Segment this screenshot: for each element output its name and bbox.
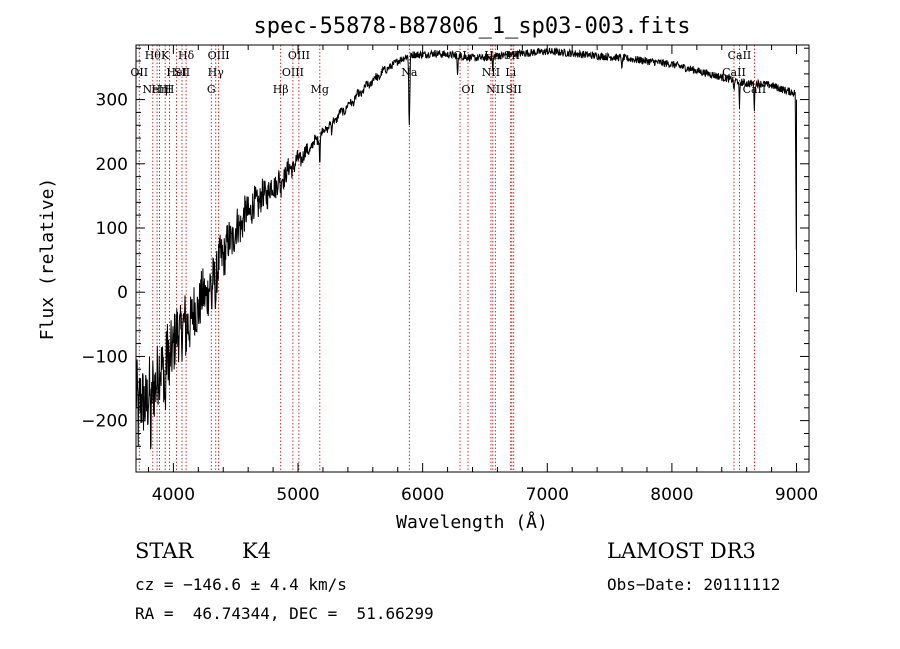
y-axis-label: Flux (relative): [37, 178, 58, 341]
plot-frame: [135, 44, 810, 473]
reference-line-label: Hβ: [273, 83, 289, 96]
reference-line-label: OIII: [208, 49, 230, 62]
y-tick-label: 300: [96, 91, 128, 111]
reference-line-label: NII: [486, 83, 504, 96]
reference-line-label: OIII: [288, 49, 310, 62]
x-tick-label: 8000: [650, 485, 693, 505]
reference-line-label: CaII: [728, 49, 752, 62]
reference-line-label: NII: [482, 66, 500, 79]
reference-line-label: Hα: [484, 49, 502, 62]
reference-line-labels: HθOIINeIIIHηKHHeISIIHδGHγOIIIHβOIIIOIIIM…: [130, 49, 766, 96]
survey-name: LAMOST DR3: [607, 539, 756, 563]
reference-line-label: SII: [174, 66, 190, 79]
object-class: STAR: [135, 539, 194, 563]
reference-line-label: Hη: [151, 83, 167, 96]
chart-title: spec-55878-B87806_1_sp03-003.fits: [253, 14, 690, 39]
x-tick-label: 5000: [276, 485, 319, 505]
x-tick-label: 9000: [775, 485, 818, 505]
reference-line-label: NeIII: [142, 83, 171, 96]
reference-line-label: H: [165, 83, 175, 96]
object-subclass: K4: [242, 539, 272, 563]
reference-line-label: G: [207, 83, 216, 96]
reference-line-label: Mg: [311, 83, 329, 96]
x-axis-label: Wavelength (Å): [396, 511, 548, 533]
y-tick-label: 100: [96, 219, 128, 239]
y-axis-ticks: −200 −100 0 100 200 300: [81, 47, 809, 460]
obs-date-text: Obs−Date: 20111112: [607, 575, 781, 594]
reference-line-label: K: [161, 49, 170, 62]
y-tick-label: −100: [81, 347, 128, 367]
reference-line-label: OII: [130, 66, 148, 79]
reference-lines: [138, 45, 755, 472]
x-tick-label: 4000: [152, 485, 195, 505]
x-tick-label: 6000: [401, 485, 444, 505]
reference-line-label: Li: [505, 66, 516, 79]
spectrum-line: [135, 47, 797, 450]
x-axis-ticks: 4000 5000 6000 7000 8000 9000: [147, 45, 818, 505]
reference-line-label: HeI: [166, 66, 186, 79]
coordinates-text: RA = 46.74344, DEC = 51.66299: [135, 604, 434, 623]
y-tick-label: −200: [81, 412, 128, 432]
reference-line-label: Hδ: [178, 49, 195, 62]
reference-line-label: OIII: [282, 66, 304, 79]
reference-line-label: Hθ: [145, 49, 162, 62]
y-tick-label: 200: [96, 155, 128, 175]
y-tick-label: 0: [117, 283, 128, 303]
reference-line-label: Hγ: [208, 66, 225, 79]
reference-line-label: SII: [506, 83, 522, 96]
reference-line-label: OI: [461, 83, 474, 96]
redshift-text: cz = −146.6 ± 4.4 km/s: [135, 575, 347, 594]
reference-line-label: Na: [401, 66, 418, 79]
x-tick-label: 7000: [526, 485, 569, 505]
